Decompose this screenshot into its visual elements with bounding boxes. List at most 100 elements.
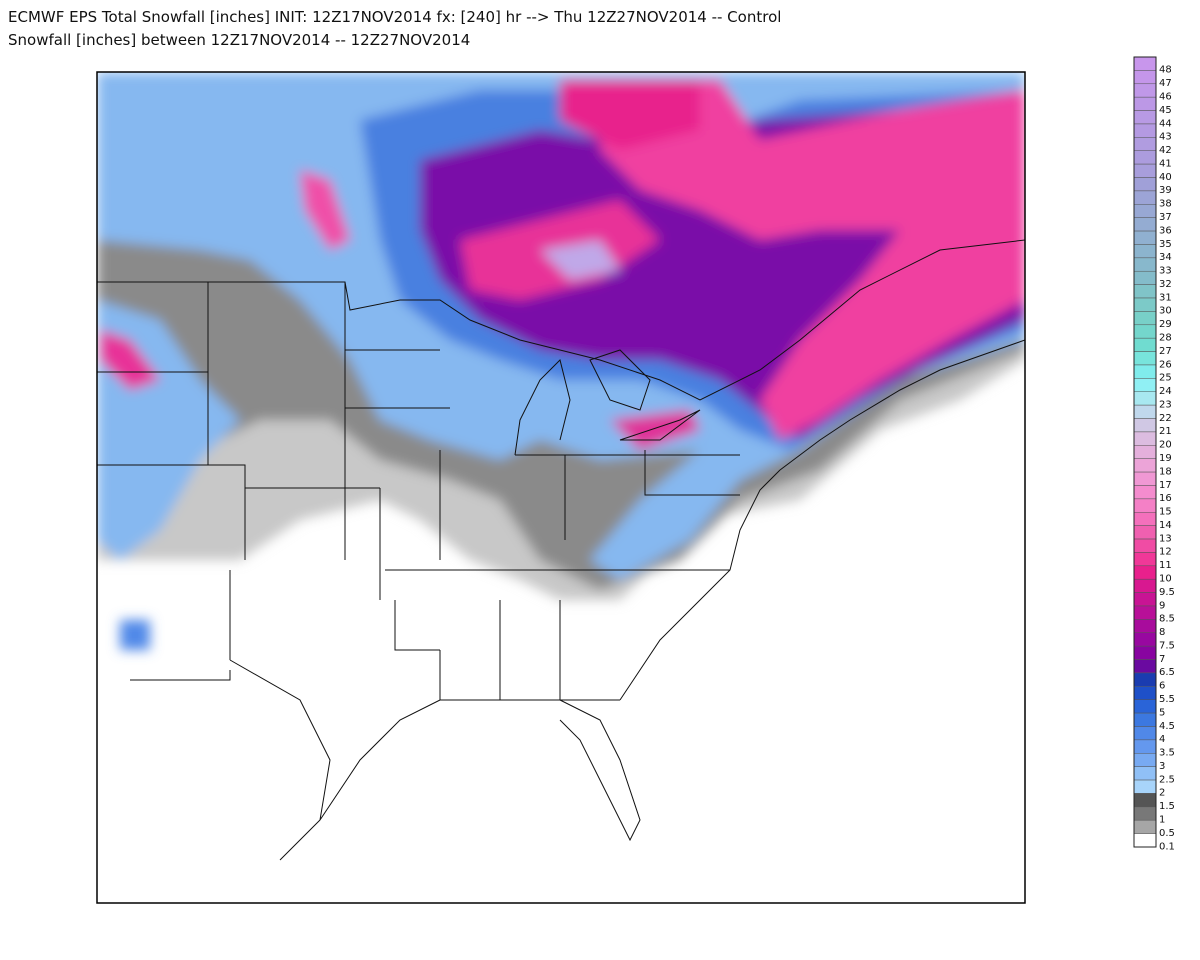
- legend-swatch: [1133, 619, 1157, 634]
- legend-swatch: [1133, 244, 1157, 259]
- legend-swatch: [1133, 806, 1157, 821]
- legend-label: 17: [1159, 480, 1172, 491]
- legend-label: 28: [1159, 332, 1172, 343]
- legend-label: 15: [1159, 507, 1172, 518]
- legend-swatch: [1133, 779, 1157, 794]
- legend-swatch: [1133, 726, 1157, 741]
- legend-label: 43: [1159, 132, 1172, 143]
- legend-swatch: [1133, 230, 1157, 245]
- legend-label: 8.5: [1159, 614, 1175, 625]
- legend-swatch: [1133, 163, 1157, 178]
- legend-swatch: [1133, 592, 1157, 607]
- legend-label: 41: [1159, 158, 1172, 169]
- legend-label: 10: [1159, 574, 1172, 585]
- legend-swatch: [1133, 190, 1157, 205]
- legend-swatch: [1133, 672, 1157, 687]
- legend-swatch: [1133, 418, 1157, 433]
- legend-label: 39: [1159, 185, 1172, 196]
- legend-swatch: [1133, 712, 1157, 727]
- legend-swatch: [1133, 632, 1157, 647]
- legend-swatch: [1133, 538, 1157, 553]
- legend-swatch: [1133, 819, 1157, 834]
- legend-label: 3: [1159, 761, 1165, 772]
- legend-label: 35: [1159, 239, 1172, 250]
- legend-swatch: [1133, 512, 1157, 526]
- legend-label: 47: [1159, 78, 1172, 89]
- boundaries: [97, 239, 1025, 861]
- legend-swatch: [1133, 204, 1157, 218]
- legend-swatch: [1133, 337, 1157, 352]
- legend-label: 1: [1159, 815, 1165, 826]
- legend-label: 42: [1159, 145, 1172, 156]
- legend-swatch: [1133, 833, 1157, 848]
- legend-swatch: [1133, 471, 1157, 486]
- legend-swatch: [1133, 445, 1157, 459]
- legend-swatch: [1133, 458, 1157, 473]
- legend-label: 29: [1159, 319, 1172, 330]
- legend-swatch: [1133, 578, 1157, 593]
- legend-swatch: [1133, 297, 1157, 312]
- legend-label: 7.5: [1159, 640, 1175, 651]
- legend-swatch: [1133, 96, 1157, 111]
- legend-label: 5.5: [1159, 694, 1175, 705]
- legend-label: 36: [1159, 225, 1172, 236]
- legend-label: 2: [1159, 788, 1165, 799]
- legend-swatch: [1133, 83, 1157, 98]
- legend-swatch: [1133, 110, 1157, 125]
- legend-label: 4: [1159, 734, 1165, 745]
- legend-swatch: [1133, 659, 1157, 674]
- legend-swatch: [1133, 485, 1157, 500]
- legend-label: 3.5: [1159, 748, 1175, 759]
- legend-swatch: [1133, 378, 1157, 392]
- legend-swatch: [1133, 699, 1157, 714]
- legend-label: 12: [1159, 547, 1172, 558]
- legend-label: 8: [1159, 627, 1165, 638]
- legend-swatch: [1133, 56, 1157, 71]
- legend-label: 0.1: [1159, 841, 1175, 852]
- legend-swatch: [1133, 123, 1157, 138]
- legend-label: 46: [1159, 91, 1172, 102]
- legend-label: 18: [1159, 466, 1172, 477]
- legend-swatch: [1133, 70, 1157, 85]
- legend-label: 22: [1159, 413, 1172, 424]
- legend-label: 23: [1159, 399, 1172, 410]
- legend-label: 40: [1159, 172, 1172, 183]
- legend-label: 16: [1159, 493, 1172, 504]
- legend-swatch: [1133, 766, 1157, 781]
- legend-label: 20: [1159, 440, 1172, 451]
- legend-label: 11: [1159, 560, 1172, 571]
- legend-label: 27: [1159, 346, 1172, 357]
- legend-label: 2.5: [1159, 774, 1175, 785]
- legend-label: 48: [1159, 65, 1172, 76]
- legend-label: 14: [1159, 520, 1172, 531]
- legend-label: 44: [1159, 118, 1172, 129]
- legend-label: 24: [1159, 386, 1172, 397]
- legend-swatch: [1133, 324, 1157, 339]
- legend-label: 31: [1159, 292, 1172, 303]
- legend-swatch: [1133, 391, 1157, 406]
- legend-label: 6.5: [1159, 667, 1175, 678]
- legend-swatch: [1133, 351, 1157, 366]
- legend-swatch: [1133, 404, 1157, 419]
- legend-label: 26: [1159, 359, 1172, 370]
- map-area: [97, 72, 1025, 903]
- legend-swatch: [1133, 137, 1157, 151]
- legend: 4847464544434241403938373635343332313029…: [1133, 56, 1175, 852]
- legend-swatch: [1133, 257, 1157, 272]
- legend-label: 30: [1159, 306, 1172, 317]
- legend-label: 13: [1159, 533, 1172, 544]
- legend-label: 0.5: [1159, 828, 1175, 839]
- legend-label: 25: [1159, 373, 1172, 384]
- legend-label: 19: [1159, 453, 1172, 464]
- legend-swatch: [1133, 498, 1157, 513]
- legend-swatch: [1133, 552, 1157, 567]
- legend-swatch: [1133, 217, 1157, 232]
- legend-swatch: [1133, 270, 1157, 285]
- legend-swatch: [1133, 431, 1157, 446]
- legend-label: 1.5: [1159, 801, 1175, 812]
- legend-label: 37: [1159, 212, 1172, 223]
- legend-swatch: [1133, 605, 1157, 620]
- legend-label: 5: [1159, 707, 1165, 718]
